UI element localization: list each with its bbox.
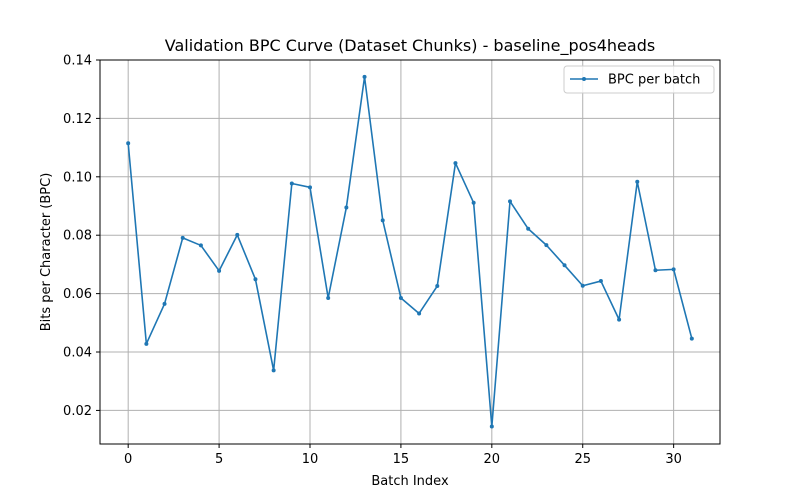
- chart-title: Validation BPC Curve (Dataset Chunks) - …: [165, 36, 655, 56]
- data-point: [453, 161, 458, 166]
- data-point: [162, 301, 167, 306]
- x-tick-label: 5: [215, 452, 223, 467]
- y-tick-label: 0.12: [63, 112, 92, 127]
- y-tick-label: 0.14: [63, 54, 92, 69]
- data-point: [180, 235, 185, 240]
- x-tick-label: 30: [665, 452, 682, 467]
- data-point: [598, 279, 603, 284]
- legend-marker-swatch: [582, 77, 586, 81]
- data-point: [471, 200, 476, 205]
- data-point: [653, 268, 658, 273]
- data-point: [635, 179, 640, 184]
- data-point: [526, 226, 531, 231]
- data-point: [580, 283, 585, 288]
- legend: BPC per batch: [563, 65, 715, 94]
- data-point: [398, 295, 403, 300]
- y-tick-label: 0.10: [63, 170, 92, 185]
- data-point: [235, 232, 240, 237]
- plot-frame: [99, 59, 721, 445]
- data-point: [126, 141, 131, 146]
- series: [126, 74, 694, 429]
- data-point: [671, 267, 676, 272]
- data-point: [308, 185, 312, 190]
- axis-ticks: 0 5 10 15 20 25 30 0.02 0.04 0.06 0.08 0.10 0.12 0.14: [63, 54, 682, 468]
- data-point: [217, 268, 222, 273]
- data-point: [689, 336, 694, 341]
- data-point: [544, 243, 549, 248]
- legend-label: BPC per batch: [608, 73, 700, 88]
- x-tick-label: 25: [574, 452, 591, 467]
- data-point: [417, 311, 422, 316]
- y-tick-label: 0.08: [63, 229, 92, 244]
- data-point: [508, 199, 512, 204]
- data-point: [489, 424, 494, 429]
- y-axis-label: Bits per Character (BPC): [39, 173, 54, 332]
- data-point: [271, 368, 276, 373]
- x-tick-label: 15: [393, 452, 410, 467]
- y-tick-label: 0.04: [63, 346, 92, 361]
- data-point: [380, 218, 385, 223]
- data-point: [435, 284, 440, 289]
- x-tick-label: 20: [484, 452, 501, 467]
- x-tick-label: 0: [124, 452, 132, 467]
- y-tick-label: 0.02: [63, 404, 92, 419]
- data-point: [617, 317, 622, 322]
- legend-box: [563, 65, 715, 94]
- data-point: [344, 205, 349, 210]
- data-point: [362, 74, 367, 79]
- data-point: [253, 277, 258, 282]
- data-point: [562, 263, 567, 268]
- x-axis-label: Batch Index: [371, 474, 449, 489]
- x-tick-label: 10: [302, 452, 319, 467]
- data-point: [144, 341, 149, 346]
- data-point: [326, 295, 331, 300]
- series-line: [127, 76, 693, 428]
- data-point: [198, 243, 203, 248]
- data-point: [289, 181, 294, 186]
- y-tick-label: 0.06: [63, 287, 92, 302]
